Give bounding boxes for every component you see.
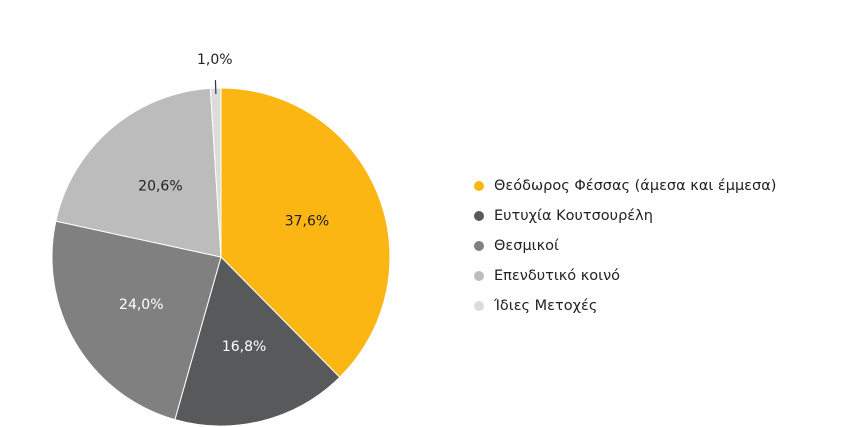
slice-label-0: 37,6% (285, 214, 329, 230)
legend-label-1: Ευτυχία Κουτσουρέλη (494, 208, 653, 224)
legend-item-2: Θεσμικοί (474, 231, 776, 261)
legend: Θεόδωρος Φέσσας (άμεσα και έμμεσα) Ευτυχ… (474, 171, 776, 321)
legend-label-3: Επενδυτικό κοινό (494, 268, 621, 284)
legend-swatch-2 (474, 241, 484, 251)
pie-slice-2 (51, 220, 222, 421)
slice-label-4: 1,0% (197, 52, 233, 68)
pie-slice-0 (220, 87, 391, 378)
legend-label-4: Ίδιες Μετοχές (494, 298, 598, 314)
legend-label-2: Θεσμικοί (494, 238, 559, 254)
legend-swatch-3 (474, 271, 484, 281)
legend-swatch-1 (474, 211, 484, 221)
legend-swatch-4 (474, 301, 484, 311)
legend-swatch-0 (474, 181, 484, 191)
legend-label-0: Θεόδωρος Φέσσας (άμεσα και έμμεσα) (494, 178, 777, 194)
legend-item-4: Ίδιες Μετοχές (474, 291, 776, 321)
pie-slice-1 (174, 256, 341, 427)
legend-item-1: Ευτυχία Κουτσουρέλη (474, 201, 776, 231)
slice-label-3: 20,6% (138, 179, 182, 195)
legend-item-3: Επενδυτικό κοινό (474, 261, 776, 291)
slice-label-2: 24,0% (119, 297, 163, 313)
legend-item-0: Θεόδωρος Φέσσας (άμεσα και έμμεσα) (474, 171, 776, 201)
slice-label-1: 16,8% (222, 339, 266, 355)
pie-slice-3 (55, 87, 222, 258)
